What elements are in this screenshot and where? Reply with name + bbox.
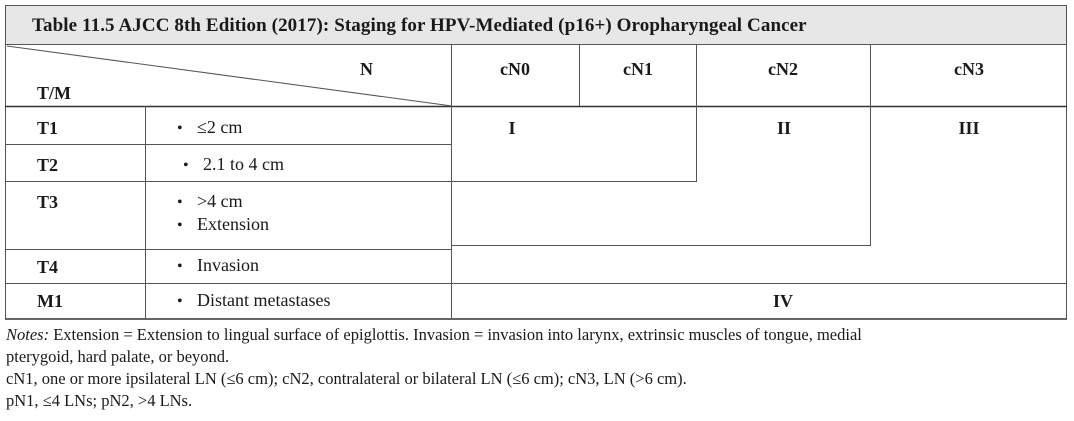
row-label-t2: T2 [37,155,59,175]
table-notes: Notes: Extension = Extension to lingual … [6,324,1068,412]
column-header-cn3: cN3 [954,59,984,79]
criteria-t1: ≤2 cm [177,117,242,138]
notes-line-3: cN1, one or more ipsilateral LN (≤6 cm);… [6,369,687,388]
table-title: Table 11.5 AJCC 8th Edition (2017): Stag… [32,15,807,36]
table-grid-lines [5,45,1067,320]
corner-tm-label: T/M [37,83,71,103]
row-label-t3: T3 [37,192,59,212]
notes-line-1: Notes: Extension = Extension to lingual … [6,324,1068,346]
row-label-m1: M1 [37,291,63,311]
notes-line-2: pterygoid, hard palate, or beyond. [6,347,230,366]
criteria-t4: Invasion [177,255,259,276]
corner-n-label: N [360,59,373,79]
stage-iii: III [958,118,980,138]
row-label-t4: T4 [37,257,59,277]
staging-table: Table 11.5 AJCC 8th Edition (2017): Stag… [5,5,1069,320]
criteria-t3-size: >4 cm [177,191,243,212]
column-header-cn2: cN2 [768,59,798,79]
notes-line-4: pN1, ≤4 LNs; pN2, >4 LNs. [6,391,193,410]
criteria-t2: 2.1 to 4 cm [183,154,284,175]
row-label-t1: T1 [37,118,59,138]
stage-ii: II [776,118,792,138]
notes-line-1-text: Extension = Extension to lingual surface… [49,325,862,344]
criteria-t3-extension: Extension [177,214,269,235]
column-header-cn1: cN1 [623,59,653,79]
stage-i: I [508,118,516,138]
table-title-bar: Table 11.5 AJCC 8th Edition (2017): Stag… [5,5,1067,45]
criteria-m1: Distant metastases [177,290,330,311]
column-header-cn0: cN0 [500,59,530,79]
stage-iv: IV [772,291,794,311]
notes-prefix: Notes: [6,325,50,344]
